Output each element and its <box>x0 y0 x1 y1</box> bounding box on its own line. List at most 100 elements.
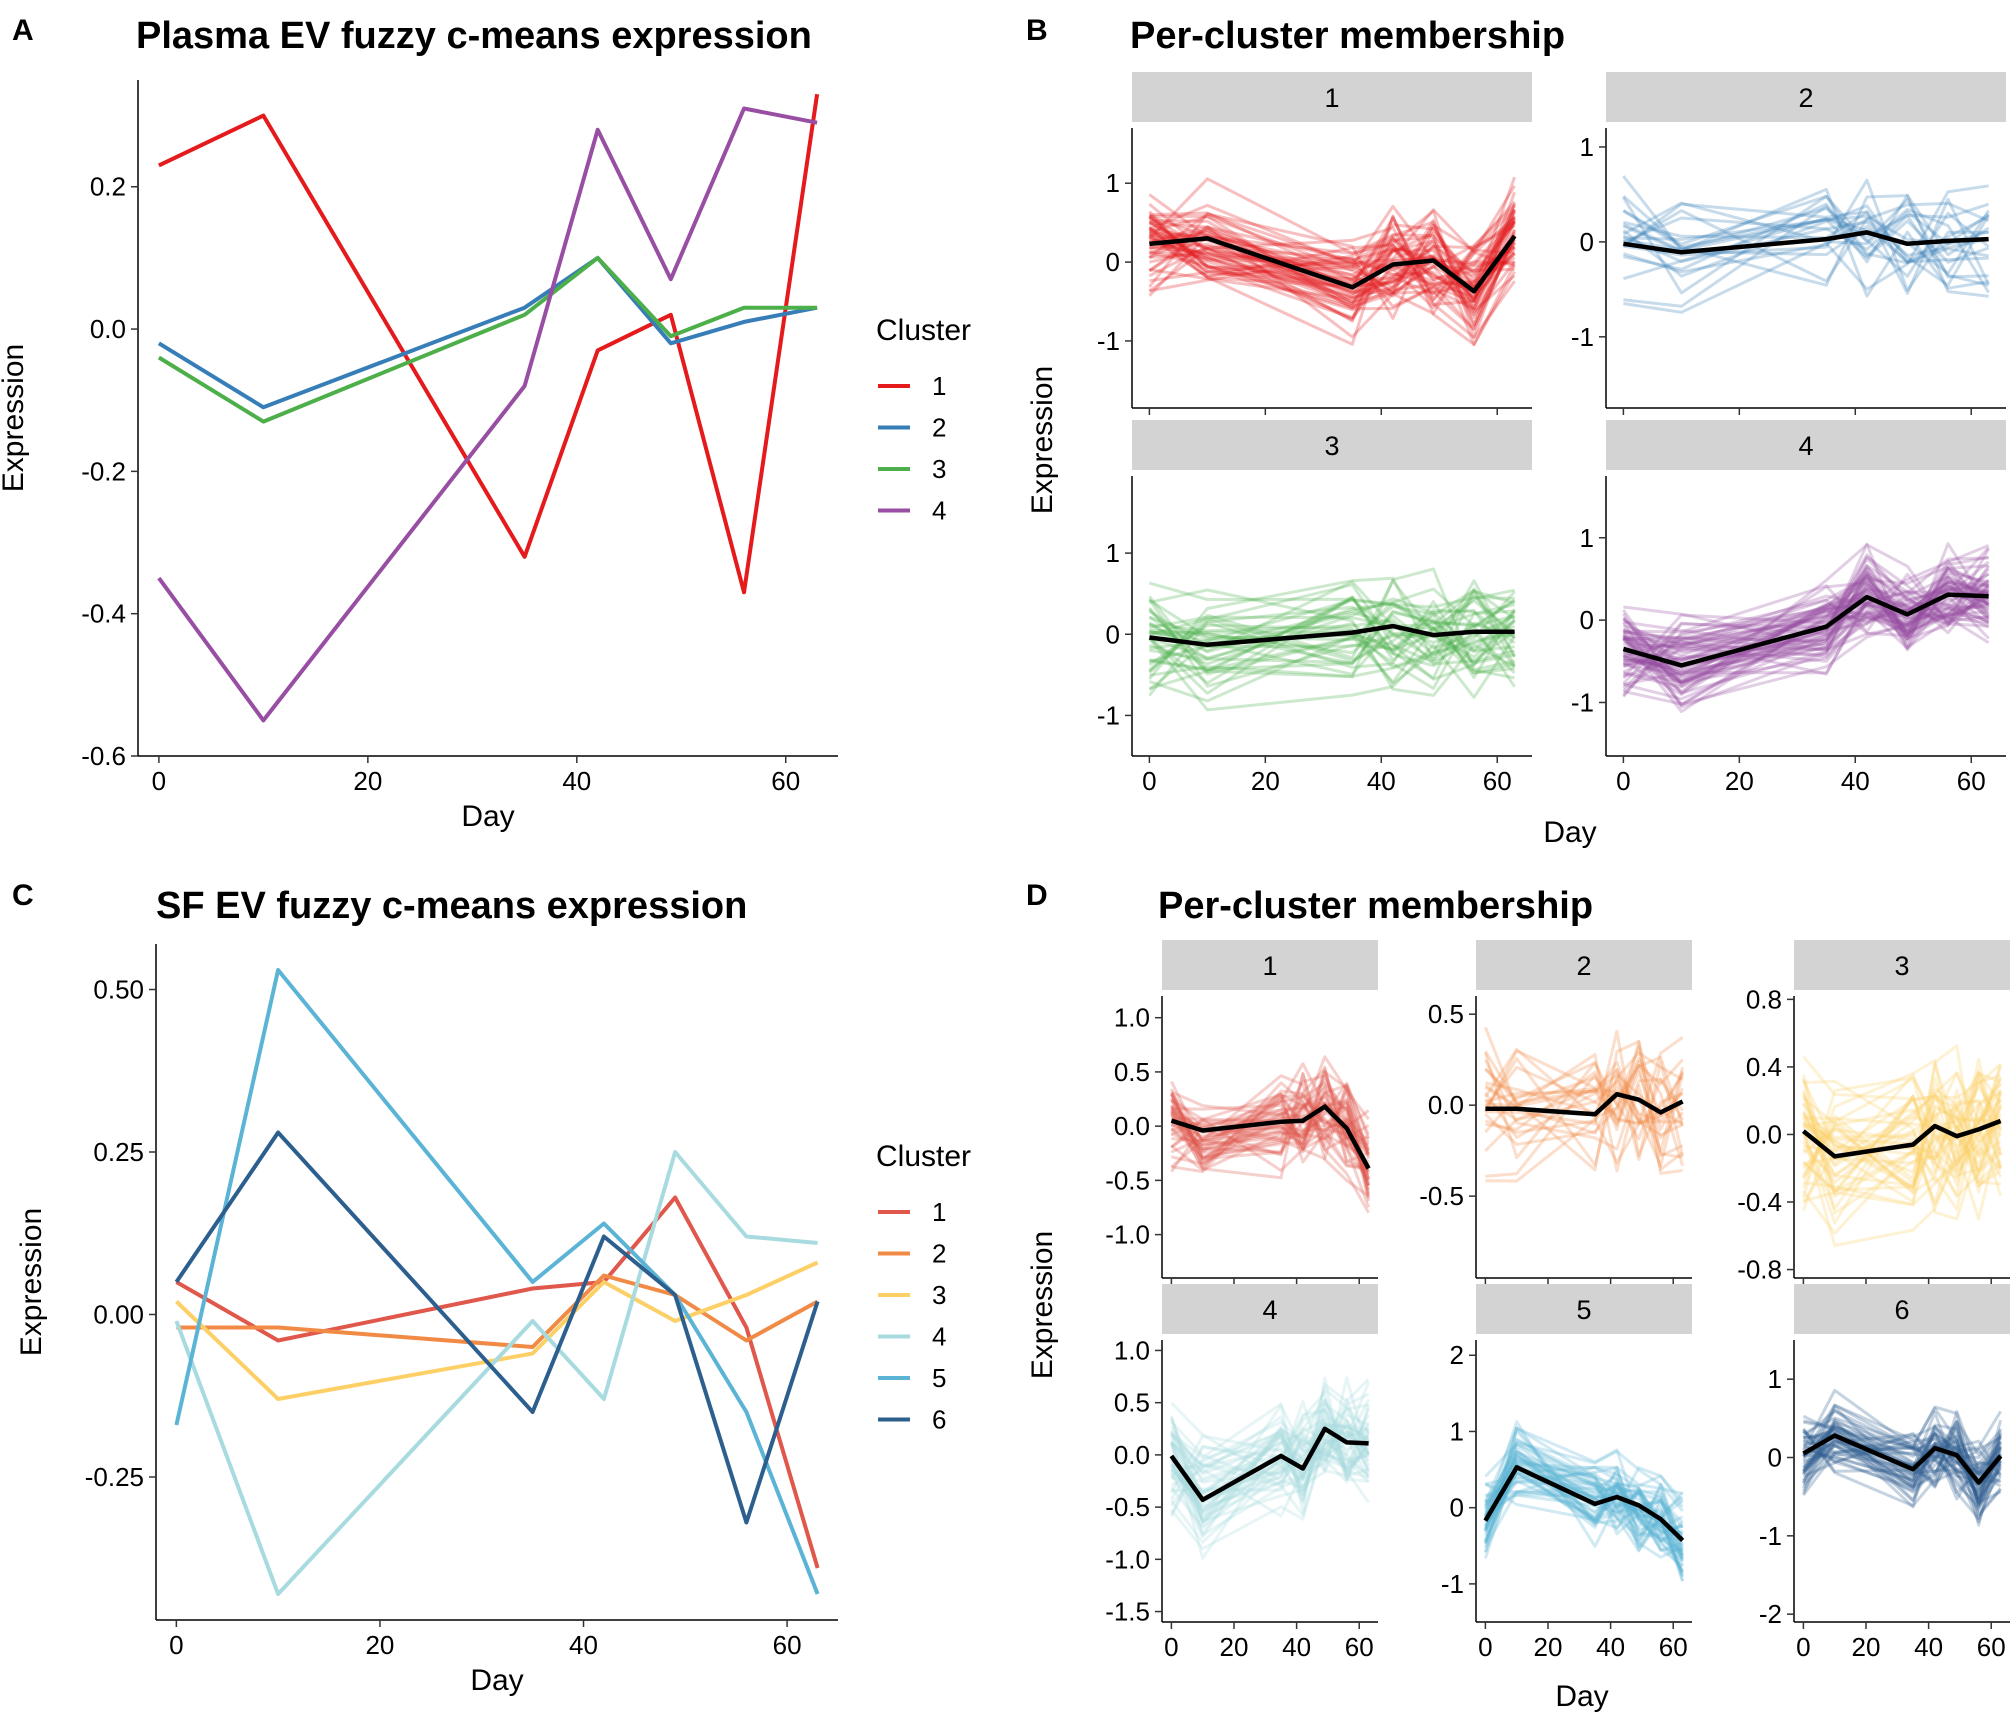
panel-b-facet-4-member-line <box>1622 572 1990 678</box>
panel-d-facet-2-member-line <box>1484 1076 1684 1134</box>
panel-b-facet-4-member-line <box>1623 591 1989 648</box>
panel-d-facet-6-member-line <box>1802 1416 2002 1492</box>
panel-d-facet-6-members <box>1802 1388 2003 1527</box>
panel-b-facet-4-member-line <box>1622 601 1989 669</box>
panel-d-facet-1-member-line <box>1171 1089 1370 1174</box>
panel-d-facet-6-member-line <box>1802 1419 2002 1492</box>
panel-b-facet-4-member-line <box>1623 590 1989 672</box>
panel-d-facet-5-member-line <box>1484 1461 1684 1529</box>
panel-d-facet-6-y-tick-label: 1 <box>1768 1364 1782 1394</box>
panel-b-letter: B <box>1026 14 1048 47</box>
panel-b-facet-4-member-line <box>1623 586 1990 673</box>
panel-d-facet-1-member-line <box>1170 1085 1370 1164</box>
panel-d-facet-4-x-tick-label: 20 <box>1220 1632 1249 1662</box>
panel-b-facet-3-centroid-line <box>1149 623 1515 648</box>
panel-d-facet-label-1: 1 <box>1262 951 1277 981</box>
panel-a-series-1-line <box>158 93 820 595</box>
panel-d-facet-5-x-tick-label: 60 <box>1659 1632 1688 1662</box>
panel-b-facet-label-2: 2 <box>1798 83 1813 113</box>
panel-b-facet-3-x-tick-label: 60 <box>1483 766 1512 796</box>
panel-d-facet-4-member-line <box>1170 1398 1371 1523</box>
panel-b-facet-1-member-line <box>1148 203 1516 296</box>
panel-b-facet-4-member-line <box>1622 582 1989 659</box>
panel-d-facet-5-member-line <box>1484 1442 1684 1553</box>
panel-b-x-axis-title: Day <box>1543 816 1596 849</box>
panel-b-facet-1-member-line <box>1148 215 1516 295</box>
panel-c-legend-label-6: 6 <box>932 1405 946 1435</box>
panel-b-facet-3-member-line <box>1149 608 1516 662</box>
panel-d-facet-3-member-line <box>1802 1094 2002 1178</box>
panel-b-facet-2-member-line <box>1622 197 1990 295</box>
panel-d-facet-3-member-line <box>1803 1044 2002 1207</box>
panel-b-facet-4-y-tick-label: 0 <box>1580 605 1594 635</box>
panel-b-facet-1-member-line <box>1149 228 1516 310</box>
panel-d-facet-4-member-line <box>1170 1376 1370 1514</box>
panel-d-facet-1-member-line <box>1170 1103 1371 1190</box>
panel-d-facet-6-member-line <box>1802 1420 2003 1501</box>
panel-d-facet-2-member-line <box>1484 1026 1684 1173</box>
panel-d-facet-5-y-tick-label: 0 <box>1450 1493 1464 1523</box>
panel-c-legend-label-4: 4 <box>932 1322 946 1352</box>
panel-d-facet-4-member-line <box>1170 1426 1370 1504</box>
panel-d-facet-2-member-line <box>1484 1060 1684 1139</box>
panel-d-facet-5-x-tick-label: 40 <box>1596 1632 1625 1662</box>
panel-d-facet-2-member-line <box>1484 1059 1684 1118</box>
panel-b-facet-4-member-line <box>1622 564 1989 678</box>
panel-d-facet-5-member-line <box>1485 1472 1685 1582</box>
panel-c-series-1-line <box>175 1195 820 1569</box>
panel-d-facet-3-member-line <box>1802 1087 2003 1184</box>
panel-b-facet-1-member-line <box>1149 208 1516 288</box>
panel-b-facet-4-x-tick-label: 40 <box>1841 766 1870 796</box>
panel-b-facet-3-member-line <box>1148 607 1515 676</box>
panel-c-y-axis-title: Expression <box>15 1208 48 1356</box>
panel-d-facet-3-y-tick-label: 0.8 <box>1746 984 1782 1014</box>
panel-b-facet-4-member-line <box>1622 581 1989 683</box>
panel-c-series-2-line <box>176 1273 819 1349</box>
panel-d-facet-4-member-line <box>1170 1403 1370 1502</box>
panel-d-facet-5-y-tick-label: -1 <box>1441 1569 1464 1599</box>
panel-b-facet-1-members <box>1148 176 1517 347</box>
panel-d-facet-6-member-line <box>1802 1433 2003 1508</box>
panel-d-facet-1-y-tick-label: 1.0 <box>1114 1003 1150 1033</box>
panel-d-facet-6-member-line <box>1803 1410 2002 1488</box>
panel-d-facet-4-member-line <box>1170 1387 1370 1504</box>
panel-b-facet-2-member-line <box>1623 202 1990 271</box>
panel-d-facet-4-member-line <box>1170 1403 1369 1480</box>
panel-b-facet-1-member-line <box>1148 222 1516 308</box>
panel-d-facet-5-member-line <box>1484 1459 1685 1553</box>
panel-b-facet-3-members <box>1148 567 1516 712</box>
panel-d-facet-4-member-line <box>1171 1426 1370 1483</box>
panel-d-facet-5-member-line <box>1483 1452 1684 1559</box>
panel-b-facet-4-member-line <box>1623 580 1989 662</box>
panel-b-facet-4-member-line <box>1623 575 1990 640</box>
panel-d-facet-6-member-line <box>1802 1403 2002 1479</box>
panel-b-facet-3-member-line <box>1148 579 1516 672</box>
panel-d-facet-4-member-line <box>1170 1397 1370 1481</box>
panel-d-facet-4-member-line <box>1170 1423 1370 1495</box>
panel-d-facet-4-x-tick-label: 0 <box>1164 1632 1178 1662</box>
panel-b-facet-4-member-line <box>1623 572 1990 634</box>
panel-b-facet-1-member-line <box>1149 235 1516 276</box>
panel-d-facet-3-member-line <box>1803 1065 2003 1207</box>
panel-d-facet-1-member-line <box>1170 1065 1370 1170</box>
panel-d-facet-strip-6 <box>1794 1284 2010 1334</box>
panel-d-facet-1-y-tick-label: -1.0 <box>1105 1220 1150 1250</box>
panel-d-facet-6-member-line <box>1803 1441 2001 1494</box>
panel-d-facet-6-member-line <box>1802 1444 2002 1512</box>
panel-d-facet-4-centroid-line <box>1169 1426 1369 1503</box>
panel-b-facet-4-members <box>1622 542 1990 714</box>
panel-d-facet-6-x-tick-label: 40 <box>1914 1632 1943 1662</box>
panel-d-x-axis-title: Day <box>1555 1680 1608 1713</box>
panel-b-facet-1-member-line <box>1148 220 1515 308</box>
panel-b-facet-4-member-line <box>1622 559 1990 684</box>
panel-b-facet-4-member-line <box>1622 590 1990 661</box>
panel-b-facet-4-centroid-line <box>1622 592 1989 668</box>
panel-d-facet-3-member-line <box>1802 1058 2002 1189</box>
panel-d-facet-4-member-line <box>1170 1404 1371 1544</box>
panel-b-facet-1-member-line <box>1149 202 1517 311</box>
panel-d-facet-5-members <box>1483 1420 1685 1582</box>
panel-d-facet-1-member-line <box>1170 1084 1371 1172</box>
panel-b-facets: 1-10102040602-10102040603-10102040604-10… <box>1026 72 2006 849</box>
panel-c-letter: C <box>12 879 34 912</box>
panel-d-facet-4-x-tick-label: 60 <box>1345 1632 1374 1662</box>
